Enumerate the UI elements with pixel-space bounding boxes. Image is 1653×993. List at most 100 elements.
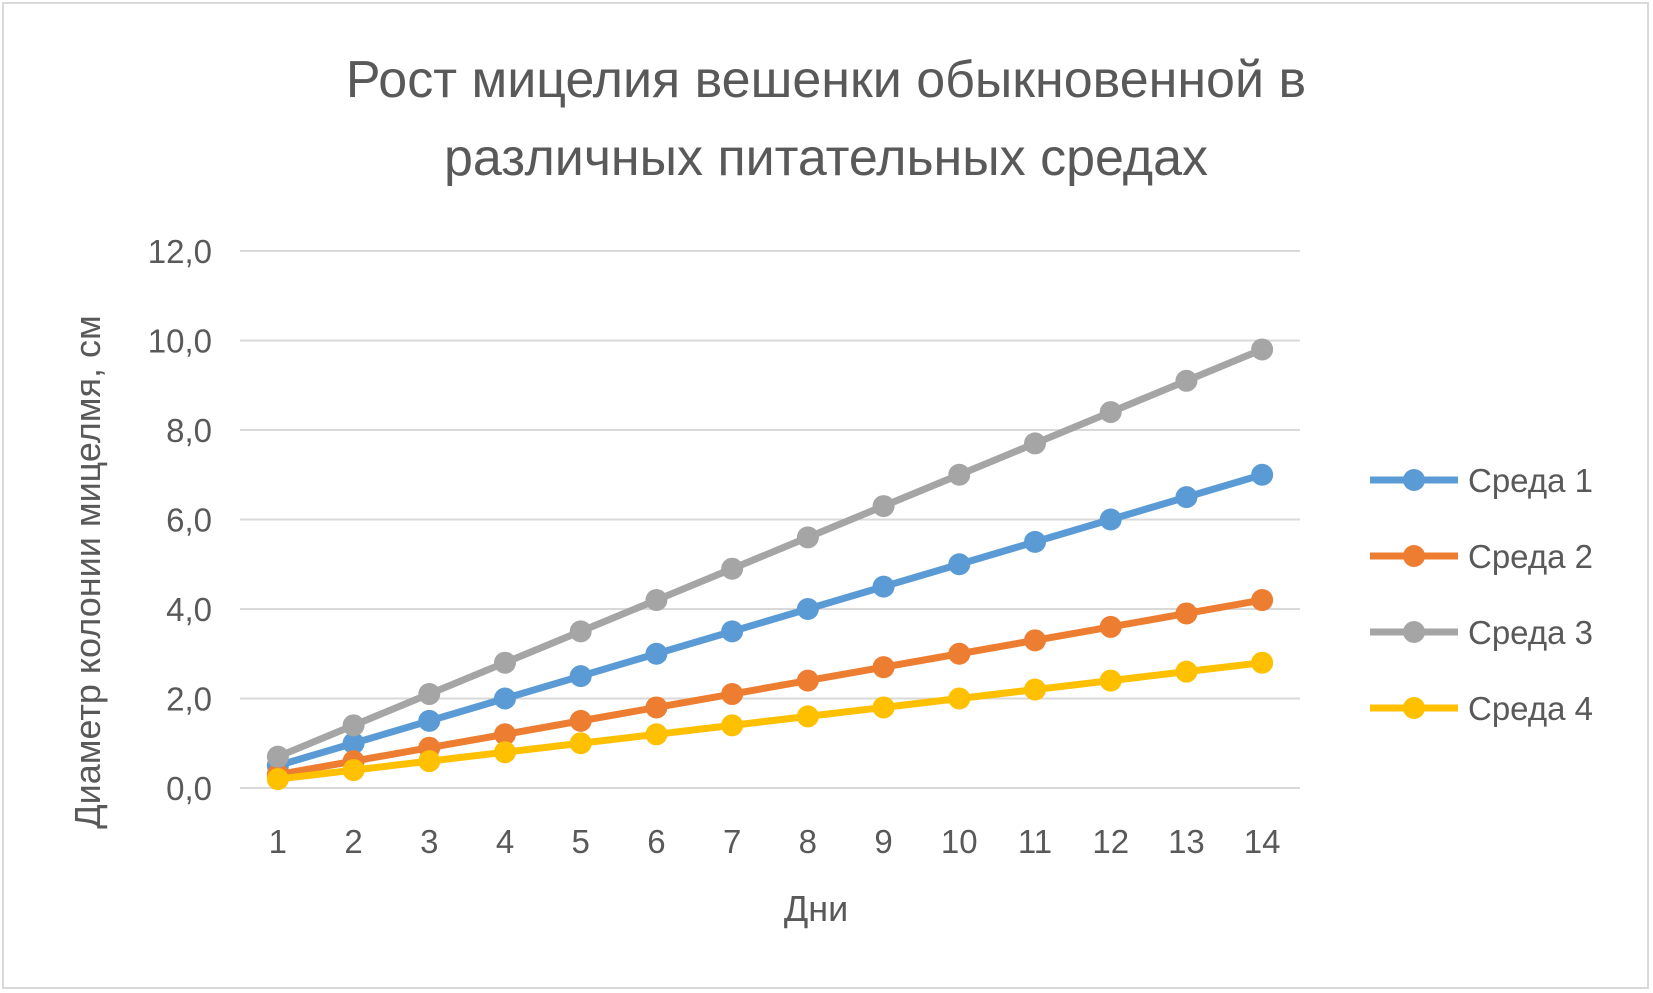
x-tick-label: 13 [1168, 823, 1205, 860]
data-point [1024, 530, 1046, 553]
data-point [796, 669, 819, 692]
data-point [569, 665, 592, 688]
y-tick-label: 4,0 [166, 591, 212, 628]
data-point [645, 589, 668, 612]
data-point [796, 705, 819, 728]
data-point [721, 557, 744, 580]
x-tick-label: 2 [344, 823, 362, 860]
data-point [494, 723, 516, 746]
legend-swatch-marker [1403, 469, 1425, 491]
y-axis-label: Диаметр колонии мицелмя, см [67, 315, 108, 828]
data-point [948, 463, 971, 486]
data-point [872, 696, 895, 719]
data-point [1099, 669, 1122, 692]
data-point [418, 750, 441, 773]
series-2 [266, 589, 1274, 786]
data-point [948, 642, 971, 665]
legend-label: Среда 1 [1468, 462, 1593, 499]
data-point [1251, 463, 1274, 486]
y-tick-label: 10,0 [148, 323, 212, 360]
x-axis-ticks: 1 2 3 4 5 6 7 8 9 10 11 12 13 14 [269, 823, 1281, 860]
legend-swatch-marker [1403, 621, 1425, 643]
series-3 [266, 338, 1274, 768]
legend-label: Среда 2 [1468, 538, 1593, 575]
data-point [342, 759, 365, 782]
y-tick-label: 2,0 [166, 681, 212, 718]
series-line [274, 596, 1266, 779]
data-point [721, 620, 744, 643]
data-point [1251, 338, 1274, 361]
data-point [1024, 678, 1046, 701]
x-tick-label: 9 [874, 823, 892, 860]
series-1 [266, 463, 1274, 777]
x-tick-label: 5 [572, 823, 590, 860]
data-point [796, 598, 819, 620]
x-tick-label: 11 [1018, 823, 1052, 860]
data-point [645, 723, 668, 746]
data-point [721, 714, 744, 737]
x-tick-label: 7 [723, 823, 741, 860]
y-tick-label: 8,0 [166, 412, 212, 449]
data-point [1024, 432, 1046, 455]
series-group [266, 338, 1274, 791]
data-point [418, 709, 441, 732]
x-axis-label: Дни [784, 888, 848, 929]
data-point [796, 526, 819, 549]
data-point [1175, 660, 1198, 683]
data-point [645, 696, 668, 719]
legend-label: Среда 4 [1468, 690, 1593, 727]
data-point [494, 741, 516, 764]
x-tick-label: 10 [941, 823, 978, 860]
legend-item: Среда 1 [1370, 462, 1593, 499]
x-tick-label: 6 [647, 823, 665, 860]
data-point [872, 495, 895, 518]
data-point [1251, 589, 1274, 612]
legend-swatch-marker [1403, 545, 1425, 567]
data-point [342, 714, 365, 737]
data-point [948, 553, 971, 576]
data-point [1175, 486, 1198, 509]
legend: Среда 1 Среда 2 Среда 3 Среда 4 [1370, 462, 1593, 727]
data-point [569, 732, 592, 755]
chart-title-line-1: Рост мицелия вешенки обыкновенной в [346, 51, 1306, 109]
data-point [645, 642, 668, 665]
chart-title-line-2: различных питательных средах [444, 129, 1208, 187]
legend-item: Среда 3 [1370, 614, 1593, 651]
data-point [1175, 602, 1198, 625]
data-point [569, 620, 592, 643]
x-tick-label: 3 [420, 823, 438, 860]
data-point [1175, 369, 1198, 392]
data-point [948, 687, 971, 710]
y-axis-ticks: 0,0 2,0 4,0 6,0 8,0 10,0 12,0 [148, 233, 212, 807]
x-tick-label: 1 [269, 823, 287, 860]
data-point [494, 651, 516, 674]
series-line [274, 659, 1266, 783]
x-tick-label: 4 [496, 823, 514, 860]
data-point [418, 683, 441, 706]
legend-item: Среда 2 [1370, 538, 1593, 575]
x-tick-label: 12 [1092, 823, 1129, 860]
data-point [1099, 508, 1122, 531]
series-line [274, 345, 1266, 761]
series-4 [266, 651, 1274, 791]
data-point [721, 683, 744, 706]
data-point [494, 687, 516, 710]
series-line [274, 471, 1266, 770]
legend-label: Среда 3 [1468, 614, 1593, 651]
y-tick-label: 0,0 [166, 770, 212, 807]
y-tick-label: 12,0 [148, 233, 212, 270]
data-point [1024, 629, 1046, 652]
data-point [872, 656, 895, 679]
x-tick-label: 8 [799, 823, 817, 860]
data-point [266, 768, 289, 791]
legend-item: Среда 4 [1370, 690, 1593, 727]
data-point [1251, 651, 1274, 674]
data-point [569, 709, 592, 732]
data-point [342, 732, 365, 755]
data-point [1099, 615, 1122, 638]
y-tick-label: 6,0 [166, 502, 212, 539]
data-point [266, 745, 289, 768]
x-tick-label: 14 [1244, 823, 1281, 860]
